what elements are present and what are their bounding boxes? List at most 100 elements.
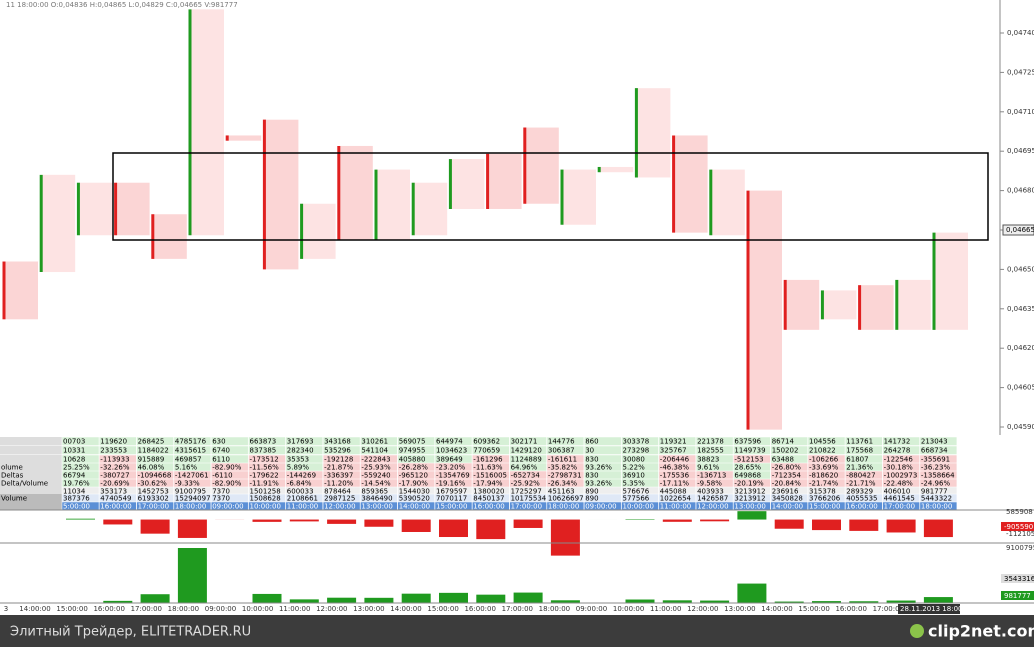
footprint-cells bbox=[153, 214, 187, 259]
table-value: 25.25% bbox=[63, 463, 90, 471]
table-value: 144776 bbox=[548, 437, 575, 445]
table-value: 405880 bbox=[399, 455, 426, 463]
delta-bar bbox=[812, 520, 841, 531]
table-value: 213043 bbox=[921, 437, 948, 445]
delta-bar bbox=[141, 520, 170, 534]
delta-bar bbox=[290, 520, 319, 522]
row-label-bg bbox=[0, 455, 62, 464]
table-value: 317693 bbox=[287, 437, 314, 445]
time-label: 17:00:00 bbox=[502, 605, 533, 613]
delta-bar bbox=[551, 520, 580, 556]
table-value: -652734 bbox=[511, 471, 541, 479]
time-label: 10:00:00 bbox=[613, 605, 644, 613]
footprint-cells bbox=[450, 159, 484, 209]
delta-bar bbox=[887, 520, 916, 533]
delta-bar bbox=[775, 520, 804, 529]
header-info: 11 18:00:00 O:0,04836 H:0,04865 L:0,0482… bbox=[6, 1, 238, 9]
time-label: 16:00:00 bbox=[464, 605, 495, 613]
table-value: -206446 bbox=[660, 455, 690, 463]
delta-bar bbox=[476, 520, 505, 540]
table-value: 837385 bbox=[250, 446, 277, 454]
volume-bar bbox=[514, 593, 543, 603]
table-value: -712354 bbox=[772, 471, 802, 479]
table-value: -25.93% bbox=[361, 463, 391, 471]
table-value: -2798731 bbox=[548, 471, 582, 479]
delta-top: 585908 bbox=[1006, 508, 1033, 516]
time-label: 16:00:00 bbox=[93, 605, 124, 613]
row-label-bg bbox=[0, 446, 62, 455]
table-value: 35353 bbox=[287, 455, 309, 463]
table-value: 1034623 bbox=[436, 446, 467, 454]
table-value: 13:00:00 bbox=[734, 502, 765, 510]
footprint-cells bbox=[562, 170, 596, 225]
row-label-bg bbox=[0, 502, 62, 511]
price-label: 0,04605 bbox=[1007, 384, 1034, 392]
table-value: -192128 bbox=[324, 455, 353, 463]
table-value: -11.20% bbox=[324, 479, 354, 487]
table-value: 7070117 bbox=[436, 494, 467, 502]
time-label: 12:00:00 bbox=[687, 605, 718, 613]
table-value: 14:00:00 bbox=[772, 502, 803, 510]
price-current: 0,04665 bbox=[1006, 226, 1034, 234]
table-value: 469857 bbox=[175, 455, 202, 463]
footprint-cells bbox=[525, 128, 559, 204]
table-value: 668734 bbox=[921, 446, 948, 454]
table-value: 282340 bbox=[287, 446, 314, 454]
footprint-cells bbox=[413, 183, 447, 236]
footprint-cells bbox=[711, 170, 745, 236]
row-label: olume bbox=[1, 463, 23, 471]
table-value: -33.69% bbox=[809, 463, 839, 471]
footprint-cells bbox=[636, 88, 670, 177]
volume-bar bbox=[364, 598, 393, 603]
price-label: 0,04740 bbox=[1007, 29, 1034, 37]
time-label: 14:00:00 bbox=[761, 605, 792, 613]
table-value: 16:00:00 bbox=[473, 502, 504, 510]
table-value: 64.96% bbox=[511, 463, 538, 471]
table-value: -173512 bbox=[250, 455, 279, 463]
time-label: 15:00:00 bbox=[56, 605, 87, 613]
table-value: -17.94% bbox=[473, 479, 503, 487]
time-label: 17:00:00 bbox=[131, 605, 162, 613]
table-value: 150202 bbox=[772, 446, 799, 454]
table-value: 30 bbox=[585, 446, 594, 454]
volume-bar bbox=[253, 594, 282, 603]
table-value: 974955 bbox=[399, 446, 426, 454]
price-label: 0,04710 bbox=[1007, 108, 1034, 116]
price-label: 0,04695 bbox=[1007, 147, 1034, 155]
table-value: -818620 bbox=[809, 471, 838, 479]
table-value: 15:00:00 bbox=[809, 502, 840, 510]
table-value: -144269 bbox=[287, 471, 316, 479]
table-value: -20.84% bbox=[772, 479, 802, 487]
table-value: 6740 bbox=[212, 446, 230, 454]
volume-top: 9100795 bbox=[1006, 544, 1034, 552]
table-value: -106266 bbox=[809, 455, 839, 463]
table-value: 541104 bbox=[361, 446, 388, 454]
table-value: -26.34% bbox=[548, 479, 578, 487]
time-label: 3 bbox=[4, 605, 8, 613]
table-value: -380727 bbox=[100, 471, 129, 479]
table-value: 303378 bbox=[623, 437, 650, 445]
table-value: 637596 bbox=[734, 437, 761, 445]
volume-bar bbox=[178, 548, 207, 603]
table-value: 17:00:00 bbox=[884, 502, 915, 510]
table-value: 306387 bbox=[548, 446, 575, 454]
table-value: 860 bbox=[585, 437, 598, 445]
footprint-cells bbox=[41, 175, 75, 272]
footprint-cells bbox=[599, 167, 633, 172]
table-value: -26.80% bbox=[772, 463, 802, 471]
table-value: 3213912 bbox=[734, 494, 765, 502]
table-value: 8450137 bbox=[473, 494, 504, 502]
table-value: 5.89% bbox=[287, 463, 310, 471]
table-value: 12:00:00 bbox=[697, 502, 728, 510]
footprint-cells bbox=[339, 146, 373, 241]
footprint-cells bbox=[934, 233, 968, 330]
table-value: 387376 bbox=[63, 494, 90, 502]
table-value: 577566 bbox=[623, 494, 650, 502]
delta-bottom: -1121056 bbox=[1006, 530, 1034, 538]
time-label: 12:00:00 bbox=[316, 605, 347, 613]
table-value: 830 bbox=[585, 455, 598, 463]
table-value: 890 bbox=[585, 494, 598, 502]
footprint-cells bbox=[190, 9, 224, 235]
row-label: Delta/Volume bbox=[1, 479, 48, 487]
